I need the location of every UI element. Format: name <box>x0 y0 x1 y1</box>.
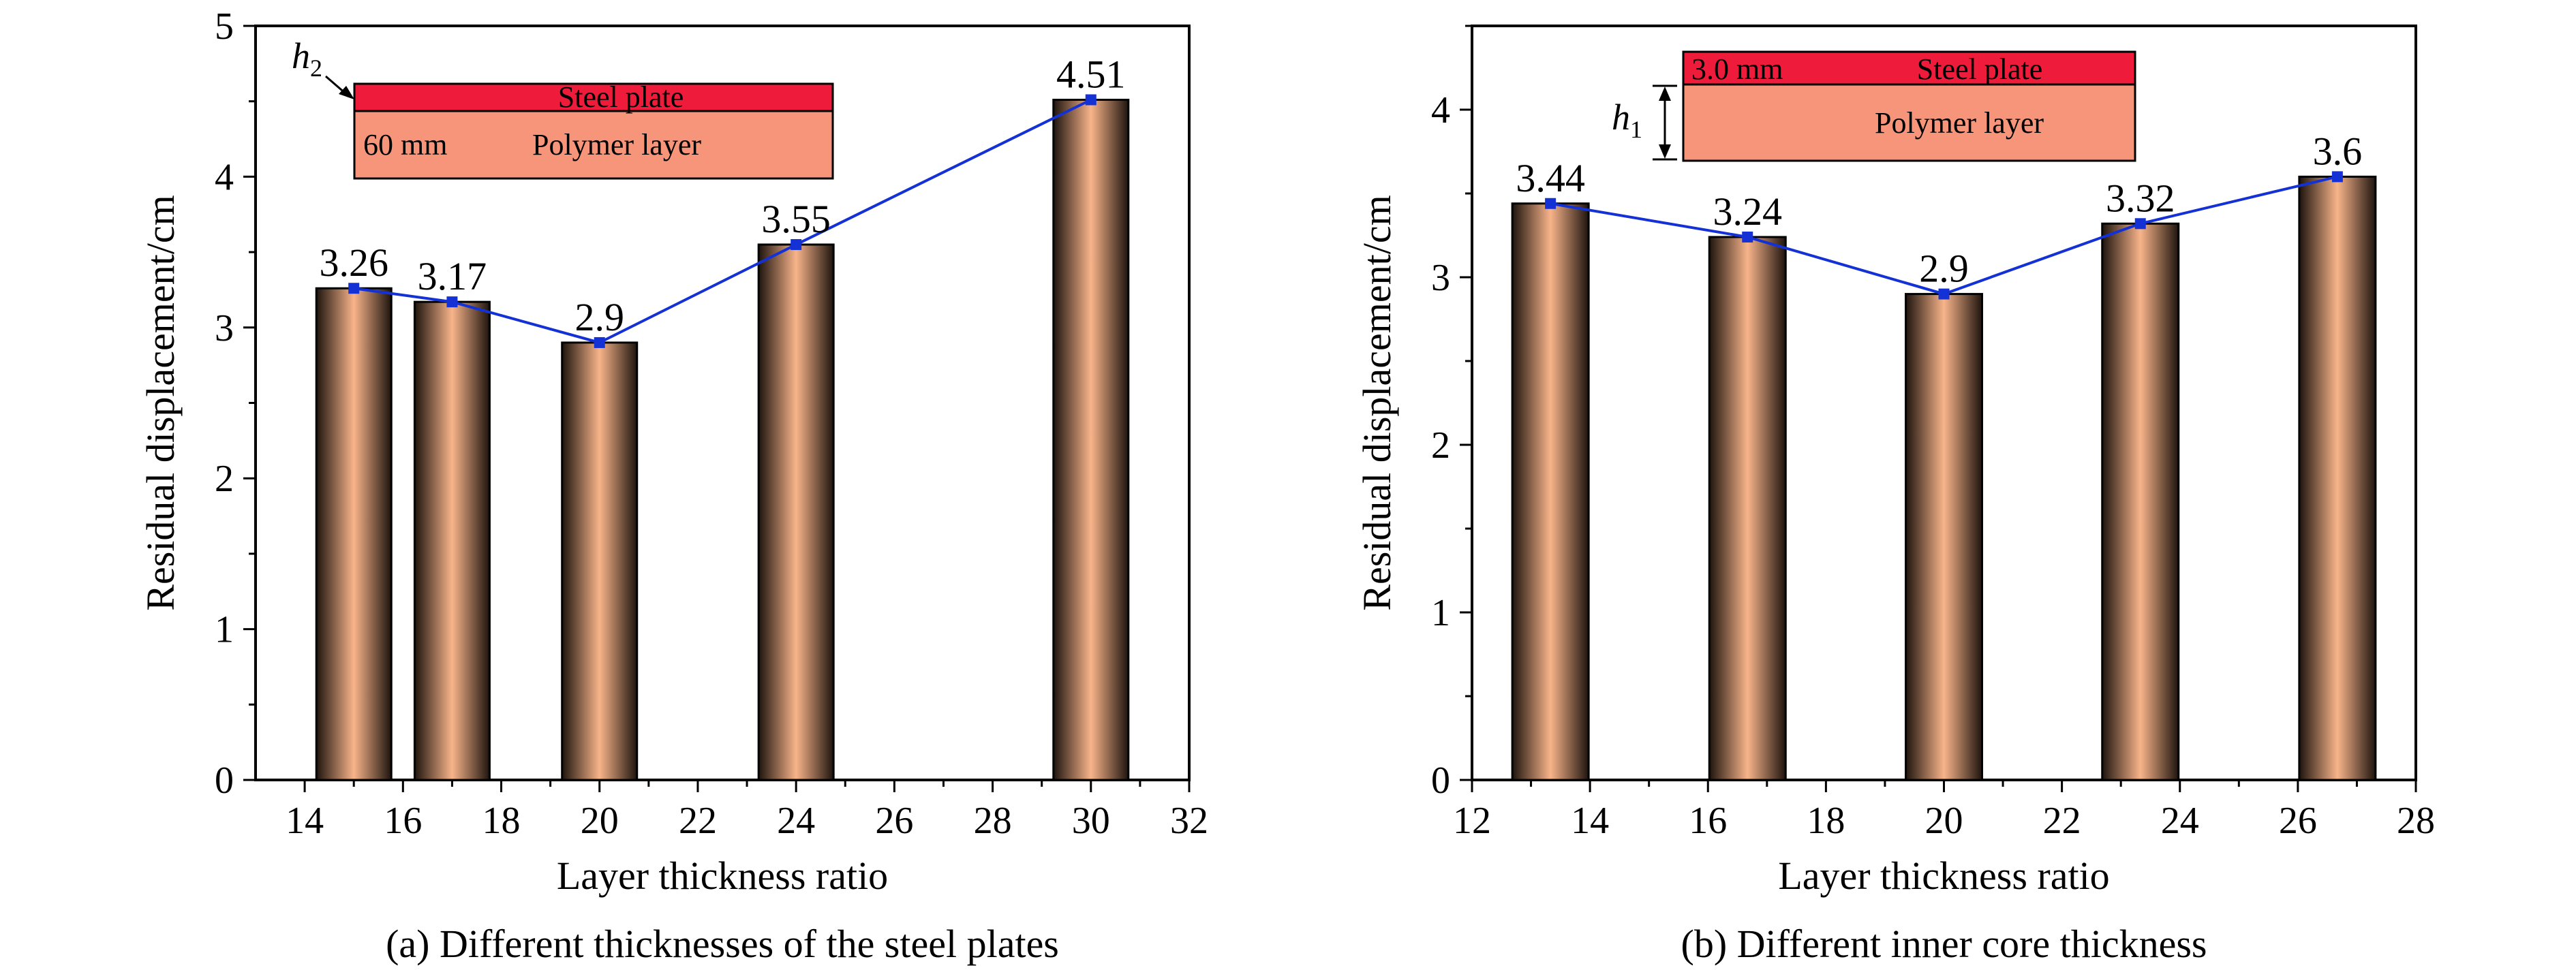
polymer-layer <box>353 110 834 180</box>
panel-caption: (b) Different inner core thickness <box>1681 922 2207 966</box>
data-point-marker <box>1085 94 1097 106</box>
data-label: 2.9 <box>1919 247 1969 291</box>
steel-plate-label: Steel plate <box>558 80 684 114</box>
x-ticks-group: 12 14 16 18 20 22 24 26 28 <box>1453 780 2435 842</box>
x-tick-label: 28 <box>2397 800 2435 842</box>
x-tick-label: 20 <box>581 800 619 842</box>
panel-caption: (a) Different thicknesses of the steel p… <box>386 922 1059 966</box>
bar <box>561 341 639 781</box>
thickness-symbol-subscript: 2 <box>310 54 322 82</box>
steel-plate-layer <box>1682 50 2136 86</box>
data-point-marker <box>1545 198 1557 209</box>
x-tick-label: 16 <box>1689 800 1727 842</box>
bar <box>315 287 393 781</box>
bar <box>2101 222 2180 781</box>
data-label: 3.24 <box>1713 189 1782 234</box>
bar <box>1905 293 1983 781</box>
x-tick-label: 24 <box>2161 800 2199 842</box>
y-tick-label: 4 <box>1431 89 1450 131</box>
thickness-symbol: h1 <box>1612 97 1642 143</box>
series-line-group <box>348 94 1097 348</box>
data-point-marker <box>2331 171 2343 183</box>
x-tick-label: 14 <box>286 800 324 842</box>
dimension-label: 60 mm <box>363 128 447 161</box>
y-axis-title: Residual displacement/cm <box>138 195 183 610</box>
x-tick-label: 22 <box>2043 800 2081 842</box>
bar <box>1708 236 1787 781</box>
data-label: 4.51 <box>1056 52 1126 96</box>
data-label: 2.9 <box>574 295 624 339</box>
dimension-label: 3.0 mm <box>1691 52 1783 86</box>
bar <box>413 300 491 781</box>
y-tick-label: 3 <box>1431 257 1450 299</box>
dimension-arrowhead-up <box>1659 87 1671 101</box>
data-label: 3.44 <box>1516 156 1585 200</box>
data-labels-group: 3.44 3.24 2.9 3.32 3.6 <box>1516 129 2362 290</box>
data-label: 3.26 <box>319 240 388 285</box>
thickness-symbol-subscript: 1 <box>1630 116 1642 143</box>
x-tick-label: 24 <box>777 800 815 842</box>
layer-inset: Steel plate Polymer layer 60 mm h2 <box>292 35 834 180</box>
y-tick-label: 1 <box>215 609 234 651</box>
polymer-layer-label: Polymer layer <box>532 128 701 161</box>
x-tick-label: 14 <box>1571 800 1609 842</box>
data-point-marker <box>348 283 360 294</box>
layer-inset: 3.0 mm Steel plate Polymer layer h1 <box>1612 50 2136 162</box>
x-tick-label: 12 <box>1453 800 1491 842</box>
y-tick-label: 3 <box>215 307 234 349</box>
bar <box>1052 98 1130 781</box>
panel-b-chart: 3.443.242.93.323.6 12 14 16 18 20 22 24 26 28 01… <box>1355 25 2435 966</box>
polymer-layer-label: Polymer layer <box>1875 106 2044 140</box>
thickness-symbol: h2 <box>292 35 322 82</box>
pointer-arrowhead <box>339 86 354 99</box>
data-label: 3.17 <box>418 254 487 298</box>
thickness-symbol-letter: h <box>292 35 310 76</box>
x-axis-title: Layer thickness ratio <box>557 854 888 898</box>
x-tick-label: 26 <box>875 800 913 842</box>
panel-a-chart: 3.26 3.172.93.554.51 14 16 18 20 22 24 26 28 30 32… <box>138 5 1208 966</box>
y-tick-label: 1 <box>1431 592 1450 634</box>
bar <box>1511 202 1590 781</box>
bars-group <box>315 98 1130 781</box>
polymer-layer <box>1682 83 2136 162</box>
data-point-marker <box>446 296 458 308</box>
data-point-marker <box>594 337 605 348</box>
y-tick-label: 5 <box>215 5 234 48</box>
data-label: 3.32 <box>2106 176 2175 220</box>
y-tick-label: 0 <box>1431 760 1450 802</box>
data-point-marker <box>1938 288 1950 300</box>
data-point-marker <box>791 239 802 251</box>
x-ticks-group: 14 16 18 20 22 24 26 28 30 32 <box>286 780 1208 842</box>
data-labels-group: 3.26 3.17 2.9 3.55 4.51 <box>319 52 1125 339</box>
x-tick-label: 30 <box>1072 800 1110 842</box>
series-line-group <box>1545 171 2343 300</box>
y-tick-label: 0 <box>215 760 234 802</box>
x-tick-label: 18 <box>482 800 521 842</box>
x-tick-label: 22 <box>679 800 717 842</box>
data-point-marker <box>1742 231 1753 242</box>
x-tick-label: 20 <box>1925 800 1963 842</box>
y-tick-label: 2 <box>1431 424 1450 467</box>
steel-plate-label: Steel plate <box>1917 52 2043 86</box>
x-tick-label: 18 <box>1807 800 1845 842</box>
y-ticks-group: 0 1 2 3 4 <box>1431 25 1472 802</box>
x-tick-label: 16 <box>384 800 422 842</box>
x-tick-label: 26 <box>2279 800 2317 842</box>
bar <box>2298 175 2377 781</box>
bar <box>757 243 835 781</box>
data-label: 3.55 <box>761 197 831 241</box>
data-point-marker <box>2134 218 2146 230</box>
x-tick-label: 28 <box>974 800 1012 842</box>
thickness-symbol-letter: h <box>1612 97 1630 138</box>
data-label: 3.6 <box>2313 129 2363 173</box>
x-axis-title: Layer thickness ratio <box>1778 854 2109 898</box>
y-ticks-group: 0 1 2 3 4 5 <box>215 5 256 802</box>
y-tick-label: 4 <box>215 156 234 198</box>
y-axis-title: Residual displacement/cm <box>1355 195 1399 610</box>
dimension-arrowhead-down <box>1659 144 1671 159</box>
x-tick-label: 32 <box>1170 800 1208 842</box>
y-tick-label: 2 <box>215 458 234 500</box>
